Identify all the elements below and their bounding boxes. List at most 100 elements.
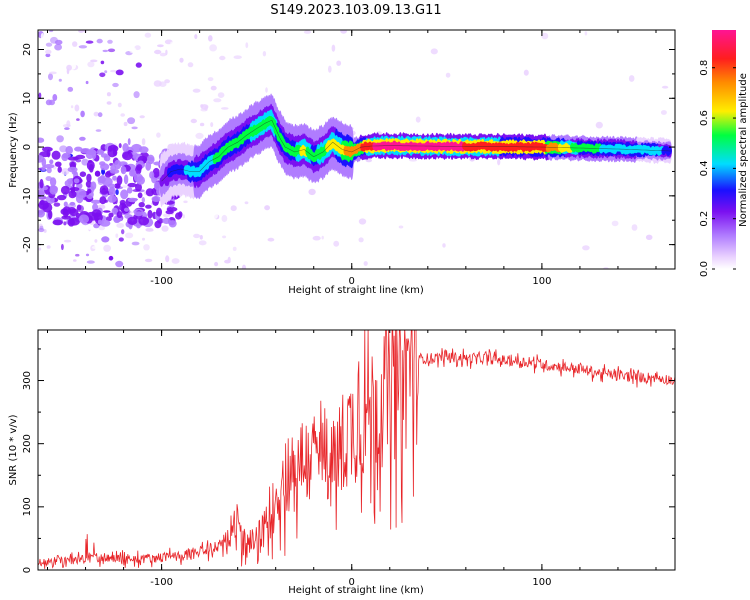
noise-blob [49, 177, 57, 187]
noise-blob [42, 146, 53, 152]
noise-blob [134, 211, 144, 217]
noise-blob [147, 209, 153, 219]
noise-speck [103, 244, 111, 252]
noise-blob [56, 194, 67, 201]
noise-speck [188, 50, 197, 57]
noise-speck [213, 98, 222, 103]
noise-speck [104, 70, 108, 74]
noise-blob [126, 187, 133, 194]
noise-speck [308, 188, 316, 196]
noise-speck [161, 225, 169, 232]
colorbar-label: Normalized spectral amplitude [738, 73, 749, 227]
colorbar-axes: 0.0 0.2 0.4 0.6 0.8 [699, 60, 736, 277]
noise-speck [265, 87, 268, 93]
noise-speck [259, 58, 266, 63]
noise-speck [38, 247, 42, 251]
spectrogram-image [38, 30, 672, 269]
y-tick-label: 0 [22, 144, 33, 150]
y-tick-label: 200 [22, 434, 33, 453]
snr-panel: -100 0 100 0 100 200 300 Height of straight li… [8, 329, 676, 596]
noise-speck [97, 112, 103, 118]
noise-speck [67, 203, 77, 209]
noise-speck [199, 122, 205, 127]
noise-blob [151, 196, 162, 202]
noise-speck [150, 71, 160, 76]
noise-speck [375, 66, 382, 70]
noise-speck [197, 118, 200, 125]
noise-blob [138, 202, 145, 208]
noise-blob [99, 161, 106, 167]
noise-speck [50, 36, 58, 44]
noise-speck [38, 137, 45, 143]
noise-blob [67, 218, 76, 227]
noise-speck [361, 33, 366, 40]
noise-speck [142, 237, 145, 241]
noise-blob [76, 204, 82, 211]
noise-blob [74, 146, 83, 152]
noise-speck [409, 158, 418, 162]
noise-speck [660, 110, 667, 115]
noise-blob [67, 166, 78, 173]
noise-speck [78, 30, 84, 33]
noise-speck [398, 225, 404, 229]
noise-speck [141, 71, 145, 79]
snr-line [38, 330, 675, 569]
noise-speck [433, 221, 439, 229]
noise-speck [321, 235, 324, 240]
noise-speck [159, 52, 167, 57]
noise-speck [312, 226, 318, 234]
noise-speck [118, 143, 122, 149]
noise-speck [131, 241, 140, 246]
noise-speck [98, 225, 106, 231]
noise-speck [46, 245, 51, 249]
spectrogram-ylabel: Frequency (Hz) [8, 112, 19, 188]
noise-speck [497, 158, 501, 166]
noise-speck [42, 103, 49, 110]
noise-blob [165, 210, 174, 215]
noise-blob [120, 189, 129, 200]
noise-speck [106, 101, 112, 105]
noise-speck [661, 85, 669, 89]
noise-speck [547, 30, 552, 37]
noise-blob [60, 185, 70, 195]
noise-speck [221, 107, 229, 110]
y-tick-label: 20 [22, 43, 33, 56]
noise-speck [230, 205, 237, 212]
noise-blob [109, 187, 115, 193]
noise-speck [63, 239, 72, 243]
noise-blob [113, 216, 123, 222]
noise-speck [116, 223, 125, 228]
noise-blob [127, 197, 138, 203]
noise-speck [61, 243, 64, 251]
noise-blob [57, 166, 62, 173]
noise-speck [123, 121, 128, 127]
noise-blob [88, 164, 94, 173]
noise-speck [103, 210, 111, 213]
noise-speck [39, 225, 44, 230]
noise-speck [200, 104, 209, 110]
noise-speck [179, 246, 184, 252]
noise-blob [152, 167, 160, 178]
noise-blob [99, 185, 109, 195]
noise-blob [127, 216, 138, 225]
noise-speck [90, 59, 98, 63]
noise-blob [156, 207, 162, 217]
noise-blob [138, 216, 150, 226]
noise-speck [95, 129, 102, 132]
noise-speck [198, 240, 207, 246]
colorbar-gradient [712, 30, 736, 269]
noise-speck [207, 77, 214, 82]
noise-speck [91, 250, 96, 256]
noise-speck [221, 214, 228, 223]
noise-blob [130, 169, 137, 177]
noise-speck [144, 258, 153, 263]
noise-speck [146, 231, 154, 238]
noise-blob [131, 143, 143, 153]
noise-blob [127, 182, 137, 188]
noise-speck [367, 48, 372, 52]
noise-speck [74, 104, 80, 112]
noise-speck [125, 232, 134, 239]
noise-speck [194, 34, 198, 40]
